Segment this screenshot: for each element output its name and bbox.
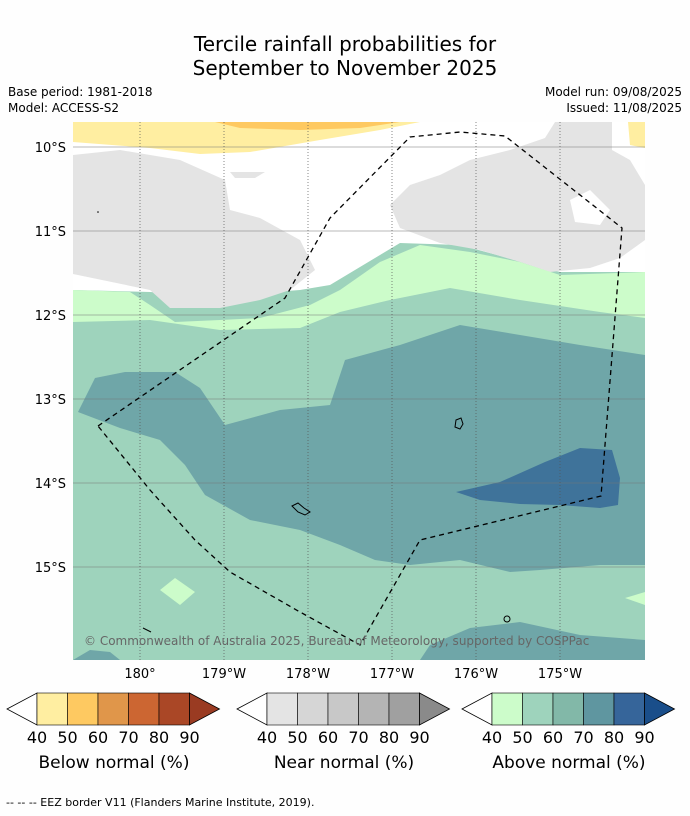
- colorbar-tick-label: 80: [604, 728, 624, 747]
- below-50-region: [215, 122, 400, 130]
- lat-label: 11°S: [35, 225, 66, 240]
- probability-field: [73, 122, 645, 660]
- near-40-region-spot: [230, 172, 265, 178]
- near-40-region-west: [73, 150, 315, 308]
- below-40-region: [73, 122, 645, 154]
- colorbar-tick-label: 50: [57, 728, 77, 747]
- colorbar-tick-label: 50: [287, 728, 307, 747]
- lon-labels: 180° 179°W 178°W 177°W 176°W 175°W: [124, 667, 582, 682]
- near-normal-label: Near normal (%): [273, 753, 415, 773]
- colorbars: 40 50 60 70 80 90 40 50 60 70 80 90 40 50 60 70 80 90: [6, 692, 676, 747]
- colorbar-swatch: [67, 692, 99, 726]
- lon-label: 178°W: [286, 667, 330, 682]
- colorbar-swatch: [36, 692, 68, 726]
- colorbar-swatch: [97, 692, 129, 726]
- lon-label: 176°W: [454, 667, 498, 682]
- colorbar-right-arrow: [644, 692, 676, 726]
- lon-label: 177°W: [370, 667, 414, 682]
- colorbar-tick-label: 80: [379, 728, 399, 747]
- copyright-text: © Commonwealth of Australia 2025, Bureau…: [84, 634, 589, 648]
- near-40-region-east: [390, 122, 645, 272]
- colorbar-tick-label: 70: [573, 728, 593, 747]
- colorbar-tick-label: 90: [409, 728, 429, 747]
- colorbar-swatch: [158, 692, 190, 726]
- above-normal-label: Above normal (%): [492, 753, 646, 773]
- lat-label: 14°S: [35, 477, 66, 492]
- below-normal-label: Below normal (%): [38, 753, 190, 773]
- colorbar-tick-label: 80: [149, 728, 169, 747]
- colorbar-swatch: [297, 692, 329, 726]
- colorbar-tick-label: 40: [27, 728, 47, 747]
- island-small: [142, 627, 152, 633]
- lat-label: 13°S: [35, 393, 66, 408]
- map-title-line1: Tercile rainfall probabilities for: [193, 32, 497, 56]
- island-swains: [454, 417, 464, 430]
- base-period: Base period: 1981-2018: [8, 85, 153, 99]
- colorbar-tick-label: 70: [348, 728, 368, 747]
- lon-label: 180°: [124, 667, 155, 682]
- rainfall-map: © Commonwealth of Australia 2025, Bureau…: [6, 122, 676, 747]
- map-title-line2: September to November 2025: [192, 56, 498, 80]
- island-samoa: [291, 502, 311, 516]
- colorbar-right-arrow: [189, 692, 221, 726]
- colorbar-swatch: [552, 692, 584, 726]
- colorbar-tick-label: 90: [634, 728, 654, 747]
- above-40-spot-east: [625, 592, 645, 605]
- colorbar-left-arrow: [6, 692, 38, 726]
- colorbar-right-arrow: [419, 692, 451, 726]
- lat-label: 10°S: [35, 141, 66, 156]
- model-run: Model run: 09/08/2025: [544, 85, 682, 99]
- lat-label: 15°S: [35, 561, 66, 576]
- colorbar-tick-label: 40: [257, 728, 277, 747]
- lon-label: 179°W: [202, 667, 246, 682]
- colorbar-tick-label: 60: [543, 728, 563, 747]
- above-40-region: [73, 245, 645, 330]
- above-60-spot-sw: [73, 650, 120, 660]
- lon-label: 175°W: [538, 667, 582, 682]
- colorbar-left-arrow: [461, 692, 493, 726]
- eez-footnote: -- -- -- EEZ border V11 (Flanders Marine…: [6, 796, 315, 809]
- island-rose: [503, 615, 511, 623]
- colorbar-swatch: [613, 692, 645, 726]
- above-60-region: [78, 325, 645, 572]
- colorbar-swatch: [522, 692, 554, 726]
- lat-label: 12°S: [35, 309, 66, 324]
- colorbar-swatch: [583, 692, 615, 726]
- island-dot: [97, 211, 99, 213]
- model-name: Model: ACCESS-S2: [8, 101, 120, 115]
- issued-date: Issued: 11/08/2025: [566, 101, 682, 115]
- colorbar-swatch: [388, 692, 420, 726]
- lat-labels: 10°S 11°S 12°S 13°S 14°S 15°S: [35, 141, 66, 576]
- colorbar-tick-label: 90: [179, 728, 199, 747]
- colorbar-left-arrow: [236, 692, 268, 726]
- colorbar-swatch: [128, 692, 160, 726]
- colorbar-tick-label: 40: [482, 728, 502, 747]
- colorbar-swatch: [266, 692, 298, 726]
- colorbar-tick-label: 50: [512, 728, 532, 747]
- colorbar-swatch: [491, 692, 523, 726]
- colorbar-tick-label: 60: [88, 728, 108, 747]
- no-signal-hole: [570, 190, 610, 225]
- above-40-spot-west: [160, 578, 195, 605]
- lat-gridlines: [73, 146, 645, 568]
- colorbar-swatch: [358, 692, 390, 726]
- eez-border: [97, 131, 623, 646]
- colorbar-tick-label: 60: [318, 728, 338, 747]
- colorbar-swatch: [327, 692, 359, 726]
- colorbar-tick-label: 70: [118, 728, 138, 747]
- above-70-region: [456, 448, 620, 508]
